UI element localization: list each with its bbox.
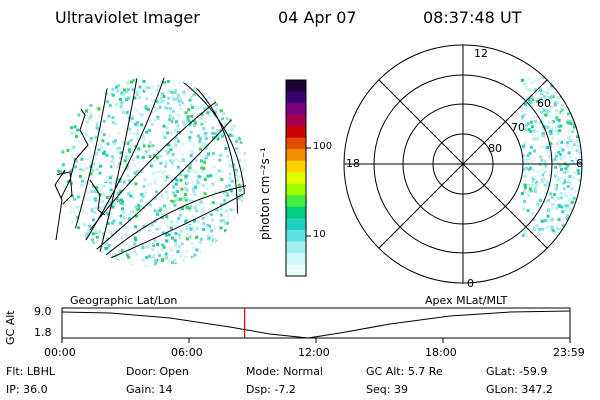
timeline-x-tick-1800: 18:00 (425, 346, 457, 359)
timeline-y-tick-1.8: 1.8 (34, 326, 52, 339)
instrument-title: Ultraviolet Imager (55, 8, 200, 27)
timeline-x-tick-1200: 12:00 (298, 346, 330, 359)
polar-label-18: 18 (346, 157, 360, 170)
colorbar-label: photon cm⁻²s⁻¹ (258, 147, 272, 240)
colorbar-tick-10: 10 (313, 229, 326, 240)
polar-label-0: 0 (467, 277, 474, 290)
timeline-left-title: Geographic Lat/Lon (70, 294, 178, 307)
footer-glon: GLon: 347.2 (486, 383, 553, 396)
footer-glat: GLat: -59.9 (486, 365, 548, 378)
footer-mode: Mode: Normal (246, 365, 323, 378)
polar-label-6: 6 (576, 157, 583, 170)
polar-plot (343, 44, 583, 284)
timeline-x-tick-0600: 06:00 (171, 346, 203, 359)
altitude-curve (61, 310, 571, 339)
polar-lat-60: 60 (537, 97, 551, 110)
date-label: 04 Apr 07 (278, 8, 357, 27)
timeline-plot (61, 307, 571, 343)
footer-door: Door: Open (126, 365, 189, 378)
footer-seq: Seq: 39 (366, 383, 408, 396)
timeline-y-tick-9: 9.0 (34, 305, 52, 318)
meridian-lines (59, 77, 247, 267)
footer-gain: Gain: 14 (126, 383, 173, 396)
footer-ip: IP: 36.0 (6, 383, 48, 396)
timeline-x-tick-2359: 23:59 (553, 346, 585, 359)
polar-lat-80: 80 (488, 142, 502, 155)
polar-lat-70: 70 (511, 121, 525, 134)
footer-gc-alt: GC Alt: 5.7 Re (366, 365, 443, 378)
timeline-x-tick-0000: 00:00 (44, 346, 76, 359)
footer-flt: Flt: LBHL (6, 365, 55, 378)
polar-label-12: 12 (474, 47, 488, 60)
colorbar (286, 80, 306, 277)
timeline-y-label: GC Alt (4, 310, 17, 345)
timeline-right-title: Apex MLat/MLT (425, 294, 508, 307)
aurora-emission-geo (57, 77, 247, 267)
geographic-image (54, 77, 247, 267)
time-label: 08:37:48 UT (423, 8, 522, 27)
footer-dsp: Dsp: -7.2 (246, 383, 296, 396)
colorbar-tick-100: 100 (313, 141, 333, 152)
